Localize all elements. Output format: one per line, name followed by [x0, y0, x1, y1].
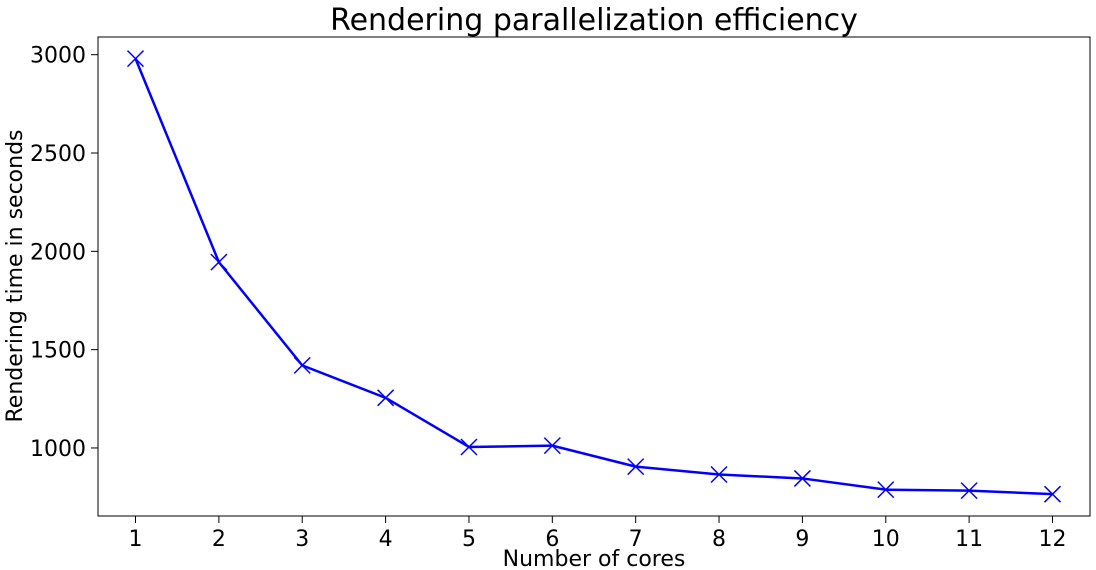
data-point-marker — [293, 356, 311, 374]
y-axis: 1000 1500 2000 2500 3000 — [30, 44, 98, 462]
data-point-marker — [627, 458, 645, 476]
data-point-marker — [960, 482, 978, 500]
y-axis-label: Rendering time in seconds — [3, 129, 28, 422]
chart-title: Rendering parallelization efficiency — [330, 3, 858, 38]
x-tick-label: 3 — [295, 527, 309, 552]
plot-area — [97, 36, 1091, 517]
x-tick-label: 9 — [795, 527, 809, 552]
series-layer — [126, 50, 1062, 503]
data-point-marker — [210, 253, 228, 271]
x-axis-label: Number of cores — [503, 547, 686, 570]
x-tick-label: 11 — [955, 527, 983, 552]
y-tick-label: 2500 — [30, 142, 86, 167]
x-tick-label: 5 — [462, 527, 476, 552]
data-point-marker — [377, 389, 395, 407]
data-point-marker — [793, 469, 811, 487]
x-tick-label: 8 — [712, 527, 726, 552]
y-tick-label: 1500 — [30, 339, 86, 364]
data-point-marker — [460, 438, 478, 456]
x-tick-label: 4 — [379, 527, 393, 552]
series-line — [134, 58, 1053, 496]
x-axis: 1 2 3 4 5 6 7 8 9 10 11 12 — [129, 516, 1066, 552]
y-tick-label: 1000 — [30, 437, 86, 462]
x-tick-label: 12 — [1038, 527, 1066, 552]
x-tick-label: 1 — [129, 527, 143, 552]
x-tick-label: 6 — [545, 527, 559, 552]
data-point-marker — [126, 50, 145, 68]
data-point-marker — [1043, 485, 1062, 503]
y-tick-label: 2000 — [30, 240, 86, 265]
y-tick-label: 3000 — [30, 44, 86, 69]
x-tick-label: 7 — [629, 527, 643, 552]
data-point-marker — [543, 437, 561, 455]
x-tick-label: 10 — [872, 527, 900, 552]
data-point-marker — [877, 481, 895, 499]
data-point-marker — [710, 465, 728, 484]
x-tick-label: 2 — [212, 527, 226, 552]
